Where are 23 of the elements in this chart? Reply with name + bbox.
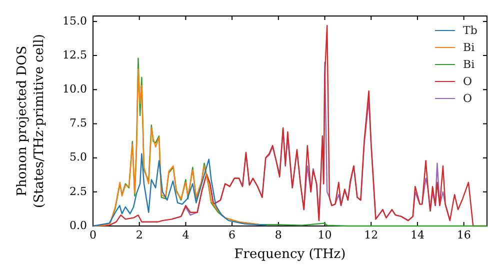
y-tick-label: 10.0 — [62, 82, 87, 96]
x-tick-label: 12 — [364, 228, 378, 242]
x-tick-label: 16 — [456, 228, 471, 242]
y-axis-title: Phonon projected DOS (States/THz·primitive cell) — [14, 34, 47, 208]
y-tick-label: 12.5 — [62, 48, 87, 62]
legend-label: O — [463, 91, 472, 107]
x-tick-label: 8 — [274, 228, 282, 242]
x-axis-title: Frequency (THz) — [234, 246, 346, 262]
x-tick-label: 2 — [136, 228, 143, 242]
y-tick-label: 0.0 — [70, 218, 87, 232]
x-tick-label: 10 — [318, 228, 332, 242]
legend-label: Bi — [463, 57, 475, 73]
y-tick-label: 5.0 — [70, 150, 87, 164]
legend-label: O — [463, 74, 472, 90]
x-tick-label: 6 — [228, 228, 236, 242]
x-tick-label: 4 — [182, 228, 190, 242]
y-tick-label: 15.0 — [62, 14, 87, 28]
y-tick-label: 2.5 — [70, 184, 87, 198]
legend-label: Tb — [463, 23, 478, 39]
y-tick-label: 7.5 — [70, 116, 87, 130]
x-tick-label: 14 — [410, 228, 424, 242]
x-tick-label: 0 — [90, 228, 96, 242]
legend-label: Bi — [463, 40, 475, 56]
